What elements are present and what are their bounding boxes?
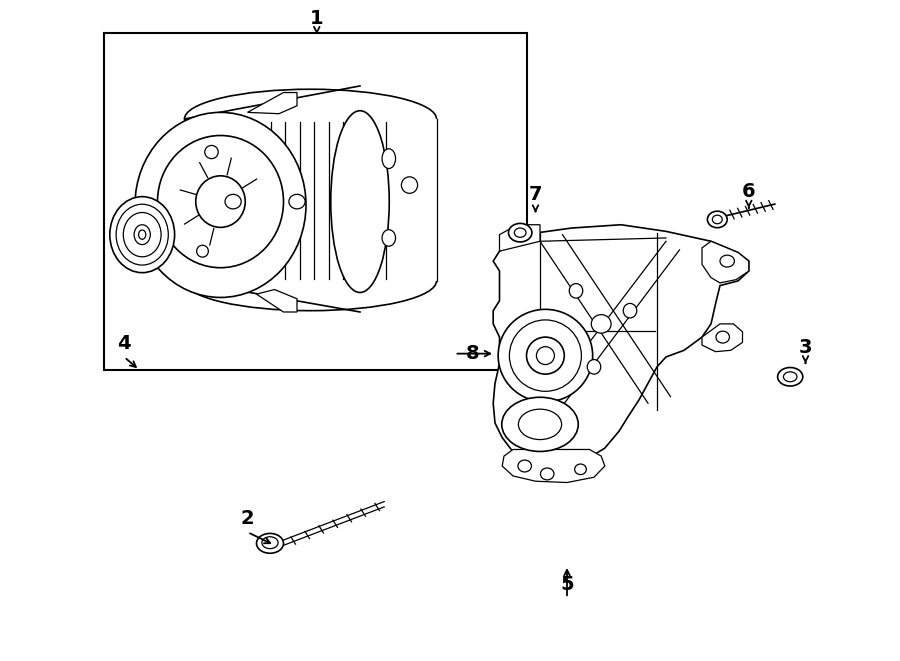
Ellipse shape	[401, 177, 418, 193]
Ellipse shape	[509, 320, 581, 391]
Bar	[104, 33, 526, 370]
Ellipse shape	[511, 226, 529, 239]
Text: 5: 5	[560, 576, 574, 594]
Text: 2: 2	[240, 510, 255, 528]
Ellipse shape	[110, 197, 175, 272]
Ellipse shape	[382, 149, 396, 169]
Ellipse shape	[508, 223, 532, 242]
Polygon shape	[702, 241, 749, 283]
Ellipse shape	[574, 464, 587, 475]
Ellipse shape	[271, 98, 283, 104]
Ellipse shape	[707, 212, 727, 227]
Ellipse shape	[540, 468, 554, 480]
Text: 4: 4	[117, 334, 131, 353]
Ellipse shape	[713, 215, 723, 223]
Ellipse shape	[514, 228, 526, 237]
Ellipse shape	[778, 368, 803, 386]
Ellipse shape	[526, 337, 564, 374]
Ellipse shape	[591, 315, 611, 333]
Ellipse shape	[205, 145, 218, 159]
Ellipse shape	[587, 360, 601, 374]
Text: 3: 3	[799, 338, 812, 356]
Ellipse shape	[135, 112, 306, 297]
Ellipse shape	[196, 176, 245, 227]
Text: 7: 7	[529, 186, 542, 204]
Ellipse shape	[720, 255, 734, 267]
Polygon shape	[493, 225, 749, 463]
Ellipse shape	[623, 303, 637, 318]
Ellipse shape	[499, 309, 593, 402]
Polygon shape	[702, 324, 742, 352]
Text: 6: 6	[742, 182, 756, 201]
Ellipse shape	[225, 194, 241, 209]
Text: 1: 1	[310, 9, 324, 28]
Ellipse shape	[502, 397, 578, 451]
Ellipse shape	[518, 409, 562, 440]
Ellipse shape	[569, 284, 583, 298]
Ellipse shape	[382, 229, 396, 246]
Text: 8: 8	[465, 344, 480, 363]
Ellipse shape	[116, 204, 168, 265]
Ellipse shape	[256, 533, 284, 553]
Ellipse shape	[518, 460, 531, 472]
Polygon shape	[500, 225, 540, 251]
Polygon shape	[256, 290, 297, 312]
Ellipse shape	[536, 346, 554, 365]
Ellipse shape	[139, 230, 146, 239]
Ellipse shape	[716, 331, 729, 343]
Ellipse shape	[331, 110, 389, 292]
Polygon shape	[502, 449, 605, 483]
Ellipse shape	[262, 537, 278, 549]
Ellipse shape	[134, 225, 150, 245]
Ellipse shape	[289, 194, 305, 209]
Ellipse shape	[783, 371, 797, 381]
Polygon shape	[248, 93, 297, 114]
Ellipse shape	[123, 212, 161, 256]
Ellipse shape	[196, 245, 209, 257]
Ellipse shape	[158, 136, 284, 268]
